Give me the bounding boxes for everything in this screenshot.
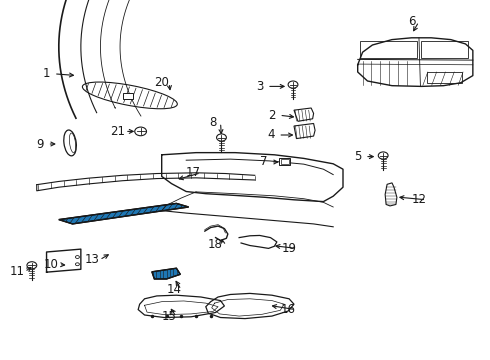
PathPatch shape [59,203,189,224]
Bar [279,158,290,165]
Bar [281,159,289,164]
Bar [123,93,133,99]
Text: 12: 12 [412,193,426,206]
Bar [421,41,468,58]
Text: 3: 3 [256,80,264,93]
Text: 16: 16 [281,303,295,316]
Text: 21: 21 [110,125,125,138]
Text: 7: 7 [260,156,268,168]
Text: 4: 4 [267,129,275,141]
Text: 1: 1 [43,67,50,80]
PathPatch shape [152,268,180,279]
Text: 2: 2 [268,109,276,122]
Text: 9: 9 [36,138,44,150]
Text: 15: 15 [162,310,176,323]
Text: 8: 8 [209,116,217,129]
Bar [427,72,462,83]
Text: 13: 13 [85,253,99,266]
Bar [360,41,416,58]
Text: 11: 11 [10,265,24,278]
Text: 14: 14 [167,283,181,296]
Text: 19: 19 [282,242,296,255]
Text: 6: 6 [408,15,416,28]
Text: 5: 5 [354,150,362,163]
Text: 20: 20 [154,76,169,89]
Text: 17: 17 [186,166,201,179]
Text: 10: 10 [44,258,59,271]
Text: 18: 18 [208,238,223,251]
